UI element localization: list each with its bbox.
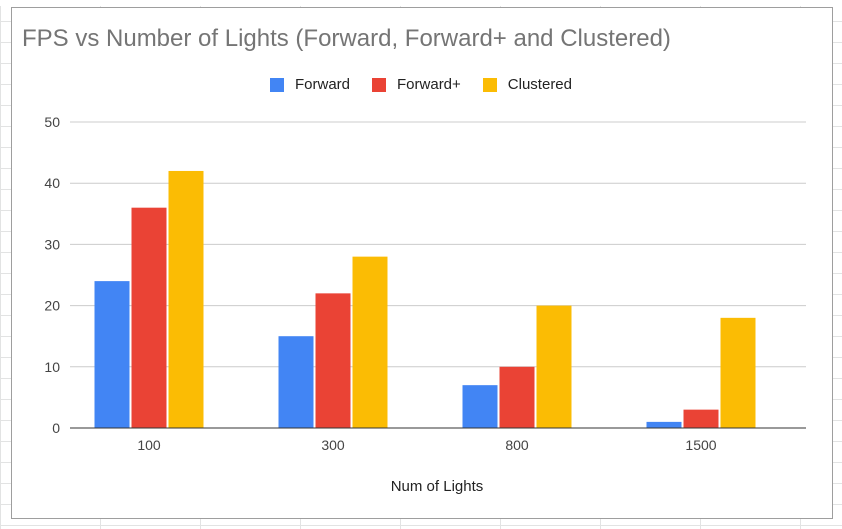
legend-item-clustered[interactable]: Clustered <box>482 76 572 93</box>
bar-forward-plus-1500[interactable] <box>683 409 719 428</box>
bar-clustered-800[interactable] <box>536 305 572 428</box>
chart-title: FPS vs Number of Lights (Forward, Forwar… <box>22 25 671 52</box>
x-tick-label: 800 <box>505 437 529 453</box>
legend-swatch-forward-plus <box>372 77 387 92</box>
chart-legend[interactable]: Forward Forward+ Clustered <box>0 76 842 93</box>
bar-forward-800[interactable] <box>462 385 498 428</box>
y-tick-label: 0 <box>52 420 60 436</box>
bar-forward-1500[interactable] <box>646 421 682 428</box>
legend-item-forward[interactable]: Forward <box>270 76 350 93</box>
bar-forward-plus-100[interactable] <box>131 207 167 428</box>
legend-swatch-forward <box>270 77 284 92</box>
y-tick-label: 40 <box>44 175 60 191</box>
bar-forward-plus-300[interactable] <box>315 293 351 428</box>
x-axis-title: Num of Lights <box>391 478 484 495</box>
x-tick-label: 300 <box>321 437 345 453</box>
y-tick-label: 50 <box>44 114 60 130</box>
y-tick-label: 10 <box>44 359 60 375</box>
x-tick-label: 1500 <box>685 437 716 453</box>
legend-swatch-clustered <box>482 77 497 92</box>
legend-label-clustered: Clustered <box>507 76 572 93</box>
y-axis-ticks: 0 10 20 30 40 50 <box>44 114 60 436</box>
y-tick-label: 30 <box>44 236 60 252</box>
legend-label-forward-plus: Forward+ <box>397 76 461 93</box>
bar-forward-plus-800[interactable] <box>499 366 535 428</box>
legend-label-forward: Forward <box>295 76 351 93</box>
bars <box>94 170 756 428</box>
x-axis-ticks: 100 300 800 1500 <box>137 437 716 453</box>
y-tick-label: 20 <box>44 298 60 314</box>
legend-item-forward-plus[interactable]: Forward+ <box>372 76 461 93</box>
x-tick-label: 100 <box>137 437 161 453</box>
bar-forward-100[interactable] <box>94 281 130 428</box>
sheet-background <box>0 0 842 6</box>
bar-clustered-300[interactable] <box>352 256 388 428</box>
bar-clustered-1500[interactable] <box>720 317 756 428</box>
bar-forward-300[interactable] <box>278 336 314 428</box>
bar-clustered-100[interactable] <box>168 170 204 428</box>
